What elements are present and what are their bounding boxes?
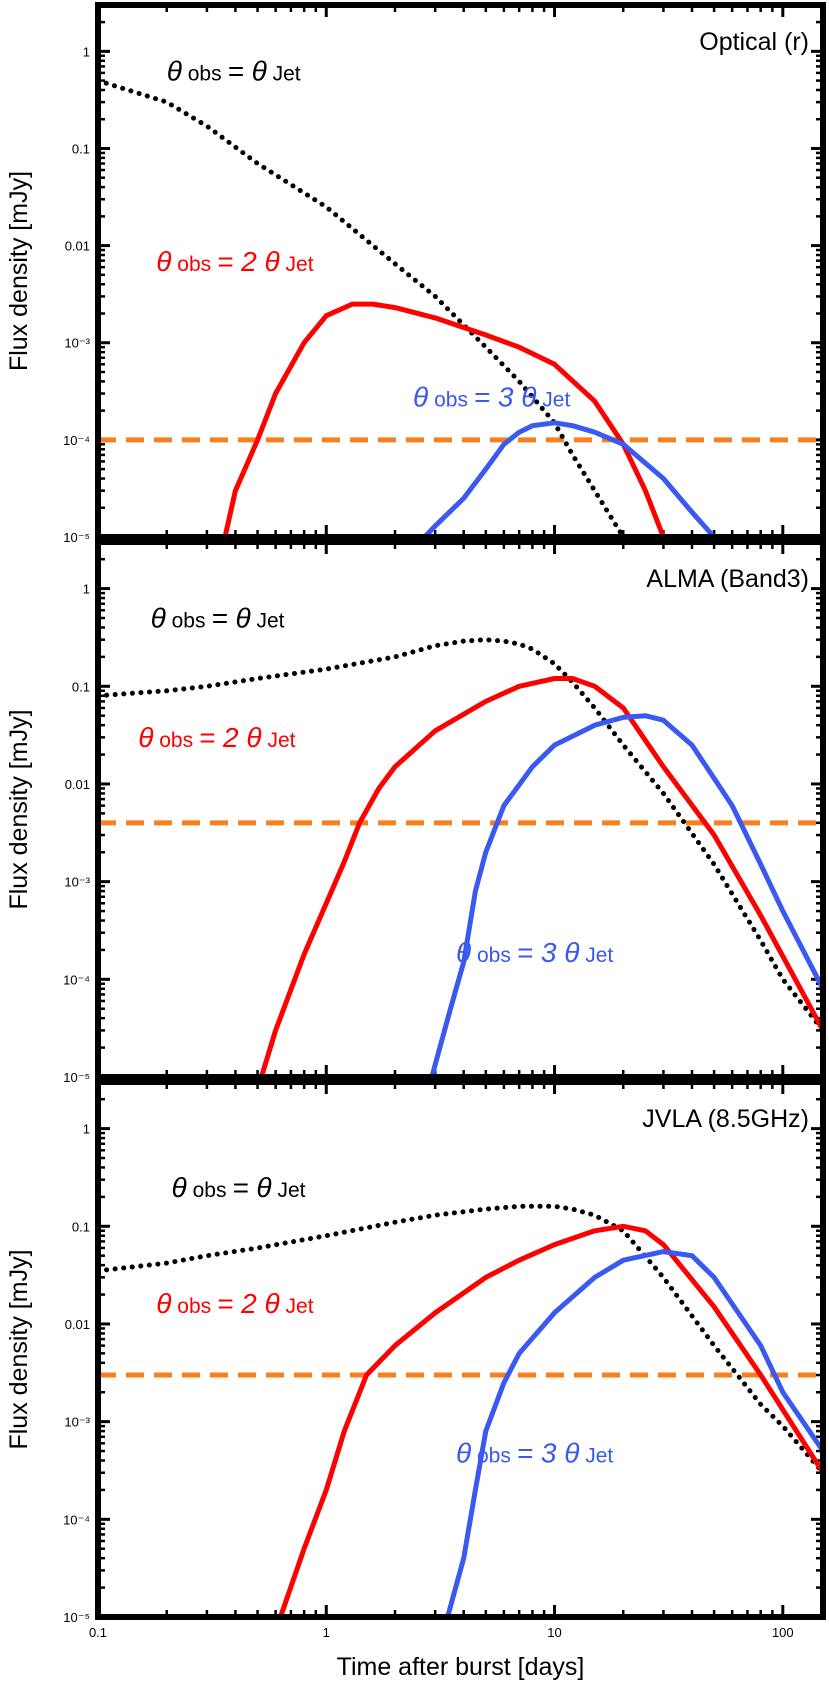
series-line-1 bbox=[98, 1203, 823, 1476]
series-line-2 bbox=[259, 676, 823, 1077]
series-line-3 bbox=[445, 1249, 823, 1617]
x-axis-label: Time after burst [days] bbox=[337, 1653, 585, 1681]
series-line-1 bbox=[98, 78, 626, 537]
series-line-2 bbox=[222, 301, 666, 537]
series-label-2: θ obs = 2 θ Jet bbox=[138, 722, 295, 753]
series-label-3: θ obs = 3 θ Jet bbox=[456, 1438, 613, 1469]
plot-frame bbox=[95, 2, 826, 540]
y-axis-label: Flux density [mJy] bbox=[5, 171, 33, 371]
y-tick-label: 10⁻³ bbox=[64, 1415, 90, 1430]
x-tick-label: 0.1 bbox=[89, 1625, 107, 1640]
panel-2: 1 0.1 0.01 10⁻³ 10⁻⁴ 10⁻⁵ θ obs = θ Jet θ obs =… bbox=[5, 539, 826, 1085]
x-tick-label: 100 bbox=[772, 1625, 794, 1640]
series-label-1: θ obs = θ Jet bbox=[167, 56, 301, 87]
y-tick-label: 1 bbox=[83, 1122, 90, 1137]
y-tick-label: 0.01 bbox=[65, 1317, 90, 1332]
y-tick-label: 0.01 bbox=[65, 239, 90, 254]
plot-frame bbox=[95, 539, 826, 1080]
y-tick-label: 0.1 bbox=[72, 141, 90, 156]
y-axis-label: Flux density [mJy] bbox=[5, 1249, 33, 1449]
x-tick-label: 10 bbox=[547, 1625, 561, 1640]
y-tick-label: 10⁻⁴ bbox=[63, 1512, 90, 1527]
series-label-2: θ obs = 2 θ Jet bbox=[156, 246, 313, 277]
series-label-3: θ obs = 3 θ Jet bbox=[413, 382, 570, 413]
series-label-1: θ obs = θ Jet bbox=[151, 602, 285, 633]
series-label-1: θ obs = θ Jet bbox=[172, 1172, 306, 1203]
series-line-3 bbox=[422, 420, 716, 537]
y-tick-label: 10⁻³ bbox=[64, 336, 90, 351]
y-tick-label: 0.1 bbox=[72, 679, 90, 694]
y-tick-label: 10⁻³ bbox=[64, 875, 90, 890]
series-line-2 bbox=[278, 1223, 823, 1617]
series-label-3: θ obs = 3 θ Jet bbox=[456, 937, 613, 968]
series-line-1 bbox=[98, 637, 823, 1033]
y-tick-label: 0.1 bbox=[72, 1219, 90, 1234]
y-tick-label: 10⁻⁵ bbox=[63, 530, 90, 545]
series-label-2: θ obs = 2 θ Jet bbox=[156, 1288, 313, 1319]
panel-title: ALMA (Band3) bbox=[646, 565, 809, 593]
panel-title: Optical (r) bbox=[699, 28, 809, 56]
series-line-3 bbox=[429, 713, 823, 1077]
tick-marks bbox=[96, 1080, 823, 1619]
panel-3: 1 0.1 0.01 10⁻³ 10⁻⁴ 10⁻⁵ θ obs = θ Jet θ obs =… bbox=[5, 1079, 826, 1681]
y-tick-label: 10⁻⁴ bbox=[63, 433, 90, 448]
panel-title: JVLA (8.5GHz) bbox=[642, 1105, 809, 1133]
y-tick-label: 10⁻⁵ bbox=[63, 1610, 90, 1625]
x-tick-label: 1 bbox=[323, 1625, 330, 1640]
panel-1: 1 0.1 0.01 10⁻³ 10⁻⁴ 10⁻⁵ θ obs = θ Jet θ obs =… bbox=[5, 2, 826, 545]
y-tick-label: 10⁻⁴ bbox=[63, 972, 90, 987]
y-tick-label: 0.01 bbox=[65, 777, 90, 792]
y-axis-label: Flux density [mJy] bbox=[5, 709, 33, 909]
y-tick-label: 1 bbox=[83, 582, 90, 597]
y-tick-label: 1 bbox=[83, 44, 90, 59]
y-tick-label: 10⁻⁵ bbox=[63, 1070, 90, 1085]
plot-frame bbox=[95, 1079, 826, 1620]
